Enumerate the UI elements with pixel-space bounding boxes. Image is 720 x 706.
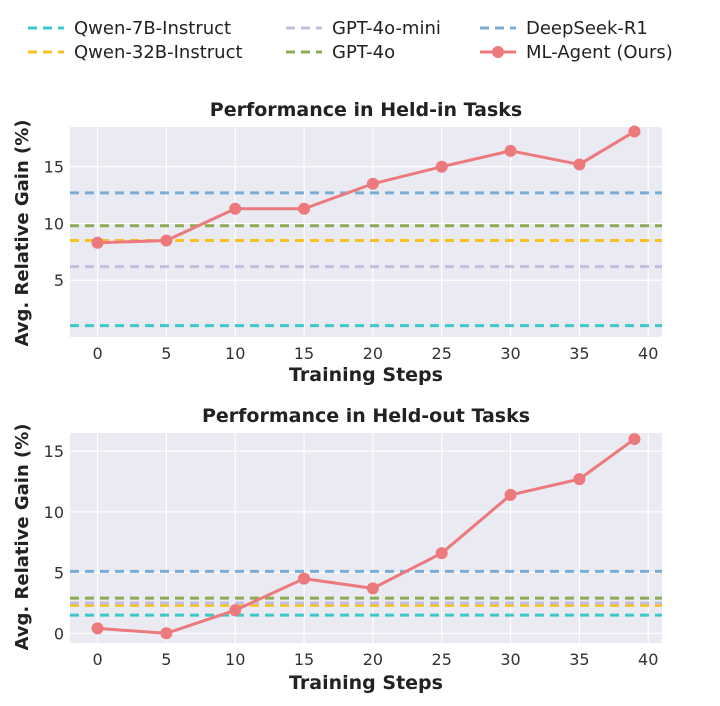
legend-item-ml-agent-ours: ML-Agent (Ours) <box>480 42 673 63</box>
legend-label-deepseek-r1: DeepSeek-R1 <box>526 18 648 39</box>
series-held-out <box>91 433 641 640</box>
x-tick-label: 15 <box>294 344 314 363</box>
data-point <box>573 473 586 486</box>
ticks-held-in: 0 5 10 15 20 25 30 35 40 5 10 15 <box>44 158 659 363</box>
x-tick-label: 35 <box>569 344 589 363</box>
x-axis-label-held-out: Training Steps <box>289 672 443 694</box>
x-tick-label: 5 <box>161 650 171 669</box>
legend-label-qwen-7b-instruct: Qwen-7B-Instruct <box>74 18 231 39</box>
chart-held-out: 0 5 10 15 20 25 30 35 40 0 5 10 15 Performance in He… <box>12 405 662 694</box>
legend-item-gpt-4o-mini: GPT-4o-mini <box>286 18 441 39</box>
x-tick-label: 15 <box>294 650 314 669</box>
baselines-held-out <box>70 569 662 617</box>
data-point <box>573 158 586 171</box>
data-point <box>91 236 104 249</box>
chart-title-held-in: Performance in Held-in Tasks <box>210 99 522 121</box>
x-tick-label: 30 <box>500 344 520 363</box>
data-point <box>298 572 311 585</box>
ticks-held-out: 0 5 10 15 20 25 30 35 40 0 5 10 15 <box>44 442 659 669</box>
y-tick-label: 15 <box>44 158 64 177</box>
legend-label-gpt-4o: GPT-4o <box>332 42 395 63</box>
data-point <box>91 622 104 635</box>
plot-area-held-in <box>70 127 662 337</box>
y-axis-label-held-out: Avg. Relative Gain (%) <box>12 423 33 650</box>
y-tick-label: 5 <box>54 271 64 290</box>
data-point <box>435 160 448 173</box>
data-point <box>628 125 641 138</box>
chart-held-in: 0 5 10 15 20 25 30 35 40 5 10 15 Performance in Hel… <box>12 99 662 386</box>
data-point <box>504 144 517 157</box>
data-point <box>160 234 173 247</box>
legend-label-ml-agent-ours: ML-Agent (Ours) <box>526 42 673 63</box>
x-tick-label: 10 <box>225 344 245 363</box>
x-axis-label-held-in: Training Steps <box>289 364 443 386</box>
x-tick-label: 20 <box>363 344 383 363</box>
y-tick-label: 15 <box>44 442 64 461</box>
legend-marker-ml-agent-ours <box>492 46 504 58</box>
data-point <box>298 202 311 215</box>
x-tick-label: 0 <box>92 650 102 669</box>
x-tick-label: 5 <box>161 344 171 363</box>
data-point <box>229 202 242 215</box>
x-tick-label: 30 <box>500 650 520 669</box>
series-held-in <box>91 125 641 249</box>
y-tick-label: 10 <box>44 214 64 233</box>
y-tick-label: 0 <box>54 624 64 643</box>
data-point <box>435 547 448 560</box>
legend: Qwen-7B-Instruct Qwen-32B-Instruct GPT-4o-… <box>28 18 673 63</box>
legend-item-deepseek-r1: DeepSeek-R1 <box>480 18 648 39</box>
x-tick-label: 35 <box>569 650 589 669</box>
data-point <box>229 604 242 617</box>
x-tick-label: 20 <box>363 650 383 669</box>
y-tick-label: 5 <box>54 564 64 583</box>
data-point <box>366 177 379 190</box>
x-tick-label: 10 <box>225 650 245 669</box>
legend-item-qwen-7b-instruct: Qwen-7B-Instruct <box>28 18 231 39</box>
legend-label-gpt-4o-mini: GPT-4o-mini <box>332 18 441 39</box>
y-axis-label-held-in: Avg. Relative Gain (%) <box>12 119 33 346</box>
data-point <box>504 488 517 501</box>
legend-item-gpt-4o: GPT-4o <box>286 42 395 63</box>
data-point <box>628 433 641 446</box>
chart-title-held-out: Performance in Held-out Tasks <box>202 405 530 427</box>
y-tick-label: 10 <box>44 503 64 522</box>
legend-label-qwen-32b-instruct: Qwen-32B-Instruct <box>74 42 243 63</box>
data-point <box>366 582 379 595</box>
legend-item-qwen-32b-instruct: Qwen-32B-Instruct <box>28 42 243 63</box>
x-tick-label: 0 <box>92 344 102 363</box>
x-tick-label: 25 <box>432 650 452 669</box>
data-point <box>160 627 173 640</box>
x-tick-label: 40 <box>638 344 658 363</box>
x-tick-label: 40 <box>638 650 658 669</box>
x-tick-label: 25 <box>432 344 452 363</box>
plot-area-held-out <box>70 433 662 643</box>
